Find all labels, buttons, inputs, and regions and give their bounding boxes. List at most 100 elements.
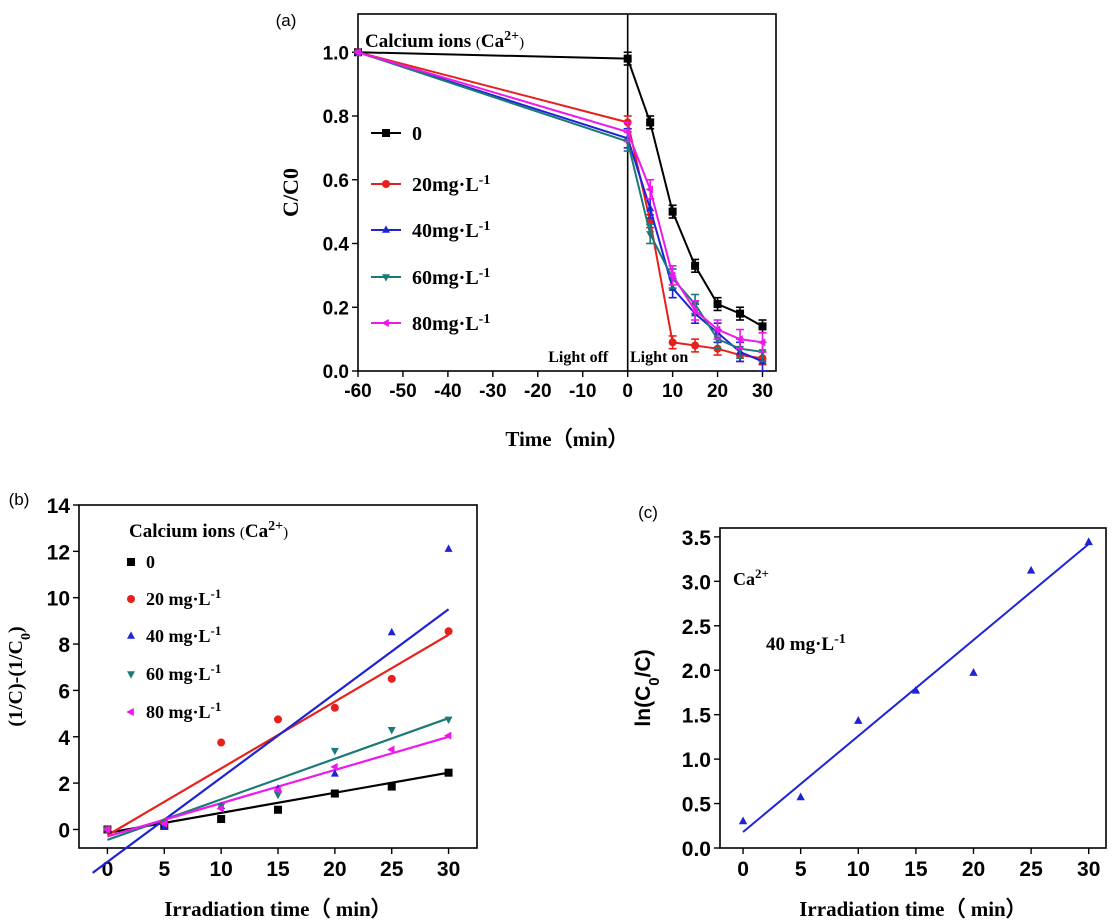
panel-a-ylabel: C/C0	[278, 168, 303, 217]
panel-c-ytick-label: 0.5	[682, 794, 712, 817]
panel-a-data-point	[691, 341, 700, 350]
panel-c-ylabel: ln(C0/C)	[632, 649, 663, 726]
panel-a-ytick-label: 0.4	[323, 235, 350, 256]
panel-b-xtick-label: 15	[266, 858, 290, 881]
panel-b-legend-marker	[127, 631, 135, 639]
panel-b-data-point	[102, 825, 111, 834]
panel-a-annotation-light-on: Light on	[630, 349, 688, 366]
panel-a-data-point	[623, 54, 632, 63]
panel-a-ytick-label: 0.0	[323, 362, 349, 383]
panel-b-data-point	[274, 715, 282, 724]
panel-c-ytick-label: 3.5	[682, 527, 712, 550]
panel-a-xtick-label: -40	[434, 381, 461, 402]
panel-b-data-point	[216, 804, 224, 813]
panel-a-frame	[357, 13, 777, 372]
panel-b-data-point	[330, 789, 339, 798]
panel-a-legend-label: 40mg·L-1	[412, 219, 490, 243]
panel-a-legend-marker	[382, 274, 390, 282]
panel-b-legend-marker	[127, 595, 135, 603]
panel-b-label: (b)	[9, 490, 30, 509]
panel-c-xlabel: Irradiation time（ min）	[799, 897, 1026, 921]
panel-b-data-point	[217, 738, 226, 747]
panel-c-ytick-label: 2.5	[682, 616, 712, 639]
panel-b-data-point	[330, 762, 338, 771]
panel-b-legend-label: 80 mg·L-1	[146, 699, 221, 723]
panel-a-xtick-label: 0	[622, 381, 633, 402]
panel-c-xtick-label: 0	[737, 858, 749, 881]
panel-b-data-point	[387, 782, 396, 791]
panel-b-data-point	[387, 674, 396, 683]
panel-c-annotation: 40 mg·L-1	[766, 632, 846, 656]
panel-a-data-point	[623, 138, 632, 147]
panel-b-legend-label: 60 mg·L-1	[146, 661, 221, 685]
panel-b-xtick-label: 20	[323, 858, 346, 881]
panel-a-data-point	[668, 338, 677, 347]
panel-a-data-point	[757, 338, 766, 347]
panel-b: (b) 0 5 10 15 20 25 30 0 2 4 6 8 10 12 14 Irradiation ti…	[5, 490, 478, 921]
panel-a-data-point	[623, 127, 631, 136]
panel-c-xtick-label: 5	[795, 858, 807, 881]
panel-c-xtick-label: 30	[1077, 858, 1100, 881]
panel-b-data-point	[387, 627, 396, 636]
panel-a-data-point	[712, 325, 721, 334]
panel-b-xtick-label: 30	[437, 858, 460, 881]
panel-b-xtick-label: 0	[102, 858, 114, 881]
panel-a-xtick-label: -20	[524, 381, 551, 402]
panel-c-frame	[719, 527, 1107, 849]
panel-b-legend-marker	[127, 671, 135, 679]
panel-a-annotation-light-off: Light off	[548, 349, 609, 366]
panel-c: (c) 0 5 10 15 20 25 30 0.0 0.5 1.0 1.5 2.0 2.5 3.0 3.5 I…	[632, 503, 1107, 921]
panel-c-ytick-label: 0.0	[682, 838, 711, 861]
panel-b-data-point	[330, 703, 339, 712]
panel-a-xtick-label: 20	[707, 381, 728, 402]
panel-a-ytick-label: 0.2	[323, 298, 349, 319]
panel-b-data-point	[274, 791, 282, 800]
panel-a-data-point	[668, 207, 677, 216]
panel-c-xtick-label: 25	[1019, 858, 1043, 881]
panel-a-legend-label: 80mg·L-1	[412, 312, 490, 336]
panel-a-legend-marker	[382, 129, 390, 137]
panel-b-ytick-label: 14	[47, 495, 71, 518]
panel-a-xtick-label: -50	[389, 381, 416, 402]
panel-a-ytick-label: 0.6	[323, 171, 349, 192]
panel-b-ytick-label: 2	[58, 773, 70, 796]
panel-b-data-point	[273, 786, 281, 795]
panel-a: (a) -60 -50 -40 -30 -20 -10 0 10 20 30 0.0 0.2 0.4 0.6…	[276, 11, 777, 451]
panel-a-xtick-label: 30	[752, 381, 773, 402]
panel-b-ytick-label: 6	[58, 680, 70, 703]
panel-c-label: (c)	[638, 503, 658, 522]
panel-a-data-point	[645, 185, 653, 194]
panel-b-data-point	[159, 819, 168, 828]
panel-b-data-point	[217, 815, 226, 824]
panel-c-data-point	[911, 685, 921, 694]
panel-c-data-point	[1026, 565, 1036, 574]
panel-c-ytick-label: 3.0	[682, 571, 711, 594]
panel-a-xtick-label: -10	[569, 381, 596, 402]
panel-b-legend-label: 0	[146, 552, 155, 572]
panel-a-data-point	[646, 231, 655, 239]
panel-b-ytick-label: 12	[47, 541, 70, 564]
panel-b-data-point	[444, 768, 453, 777]
panel-c-data-point	[854, 716, 863, 724]
panel-a-legend-marker	[382, 225, 390, 233]
panel-b-data-point	[387, 727, 396, 735]
panel-a-title: Calcium ions (Ca2+)	[365, 29, 524, 53]
panel-a-data-point	[353, 48, 361, 57]
panel-a-legend-label: 20mg·L-1	[412, 173, 490, 197]
panel-c-ytick-label: 2.0	[682, 660, 711, 683]
panel-c-data-point	[969, 668, 978, 676]
panel-a-series-line	[357, 51, 763, 344]
panel-a-data-point	[691, 261, 700, 270]
panel-c-data-point	[1084, 537, 1093, 546]
panel-b-legend-marker	[126, 708, 134, 716]
panel-a-legend-marker	[381, 319, 389, 327]
panel-b-data-point	[274, 805, 282, 814]
panel-a-series	[354, 48, 767, 334]
panel-a-data-point	[736, 345, 745, 354]
panel-b-xlabel: Irradiation time（ min）	[164, 897, 391, 921]
panel-b-legend-marker	[127, 558, 135, 566]
panel-b-legend-label: 20 mg·L-1	[146, 586, 221, 610]
panel-a-data-point	[646, 203, 655, 212]
panel-a-series	[353, 48, 767, 353]
panel-b-data-point	[387, 745, 395, 754]
